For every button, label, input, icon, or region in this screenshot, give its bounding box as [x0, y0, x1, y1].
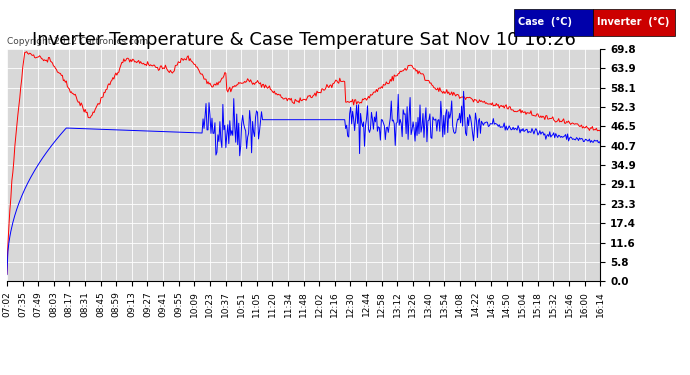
Text: Copyright 2012 Cartronics.com: Copyright 2012 Cartronics.com — [7, 38, 148, 46]
Text: Inverter  (°C): Inverter (°C) — [597, 17, 669, 27]
Text: Case  (°C): Case (°C) — [518, 17, 571, 27]
Title: Inverter Temperature & Case Temperature Sat Nov 10 16:26: Inverter Temperature & Case Temperature … — [32, 31, 575, 49]
